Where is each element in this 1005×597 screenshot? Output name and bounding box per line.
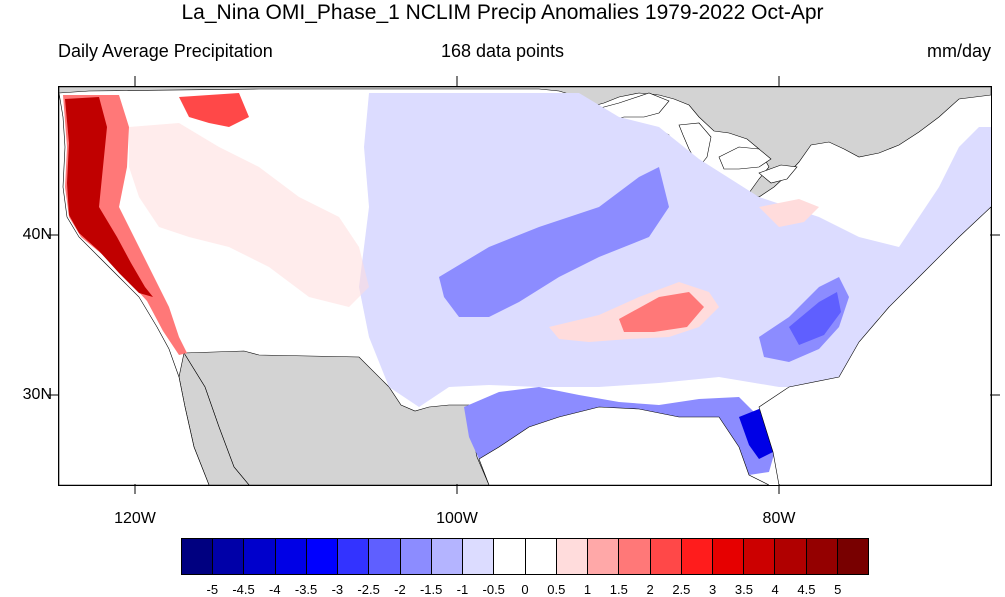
- colorbar-swatch: [681, 539, 713, 574]
- colorbar-tick-label: -3.5: [294, 582, 318, 597]
- atlantic-ocean: [758, 206, 991, 485]
- map-title: La_Nina OMI_Phase_1 NCLIM Precip Anomali…: [181, 1, 824, 24]
- colorbar-tick-label: -4.5: [232, 582, 255, 597]
- colorbar-swatch: [837, 539, 869, 574]
- negative-band-central: [439, 167, 669, 317]
- colorbar-swatch: [619, 539, 651, 574]
- x-axis-label-120w: 120W: [114, 510, 156, 527]
- colorbar: [181, 538, 869, 575]
- colorbar-tick-label: 4.5: [797, 582, 816, 597]
- colorbar-swatch: [400, 539, 432, 574]
- colorbar-tick-label: -2: [394, 582, 406, 597]
- positive-rockies: [179, 93, 249, 127]
- light-positive-northeast: [759, 199, 819, 227]
- y-axis-label-40n: 40N: [22, 226, 52, 243]
- colorbar-tick-label: -5: [206, 582, 219, 597]
- colorbar-tick-label: -1.5: [419, 582, 443, 597]
- colorbar-swatch: [494, 539, 526, 574]
- colorbar-tick-label: -2.5: [357, 582, 380, 597]
- strong-positive-west-coast: [65, 97, 153, 297]
- gulf-of-mexico: [478, 406, 770, 485]
- strong-positive-tennessee: [619, 292, 704, 332]
- colorbar-tick-label: 0: [521, 582, 529, 597]
- colorbar-tick-label: 0.5: [547, 582, 566, 597]
- colorbar-tick-label: 1: [583, 582, 592, 597]
- data-points-label: 168 data points: [440, 41, 565, 61]
- colorbar-tick-label: -1: [456, 582, 469, 597]
- x-axis-label-80w: 80W: [762, 510, 796, 527]
- colorbar-swatch: [556, 539, 589, 574]
- colorbar-tick-label: 4: [771, 582, 779, 597]
- colorbar-tick-label: -0.5: [482, 582, 505, 597]
- colorbar-tick-label: 2.5: [672, 582, 691, 597]
- colorbar-tick-label: 3.5: [734, 582, 753, 597]
- colorbar-swatch: [525, 539, 557, 574]
- colorbar-swatch: [744, 539, 776, 574]
- colorbar-swatch: [306, 539, 339, 574]
- colorbar-swatch: [775, 539, 807, 574]
- strong-negative-southeast: [789, 292, 841, 345]
- colorbar-swatch: [369, 539, 401, 574]
- light-positive-interior-west: [129, 123, 369, 307]
- x-axis-label-100w: 100W: [436, 510, 478, 527]
- colorbar-tick-label: -4: [269, 582, 281, 597]
- colorbar-swatch: [431, 539, 464, 574]
- colorbar-swatch: [712, 539, 745, 574]
- y-axis-label-30n: 30N: [22, 386, 52, 403]
- colorbar-swatch: [213, 539, 245, 574]
- colorbar-swatch: [244, 539, 276, 574]
- colorbar-swatch: [182, 539, 214, 574]
- colorbar-swatch: [338, 539, 370, 574]
- colorbar-tick-label: 1.5: [609, 582, 628, 597]
- pacific-ocean: [59, 92, 210, 485]
- colorbar-tick-label: 5: [834, 582, 842, 597]
- units-label: mm/day: [926, 41, 991, 61]
- precip-anomaly-map: [58, 86, 992, 486]
- colorbar-swatch: [588, 539, 620, 574]
- colorbar-swatch: [650, 539, 682, 574]
- colorbar-swatch: [463, 539, 495, 574]
- map-canvas: [59, 87, 991, 485]
- colorbar-swatch: [275, 539, 307, 574]
- negative-gulf: [464, 387, 779, 475]
- colorbar-tick-label: 3: [709, 582, 717, 597]
- colorbar-swatch: [806, 539, 838, 574]
- variable-label: Daily Average Precipitation: [58, 41, 273, 61]
- colorbar-labels: -5 -4.5 -4 -3.5 -3 -2.5 -2 -1.5 -1 -0.5 0 0.5 1 1.5 2 2…: [181, 582, 869, 597]
- colorbar-tick-label: 2: [646, 582, 654, 597]
- colorbar-tick-label: -3: [331, 582, 344, 597]
